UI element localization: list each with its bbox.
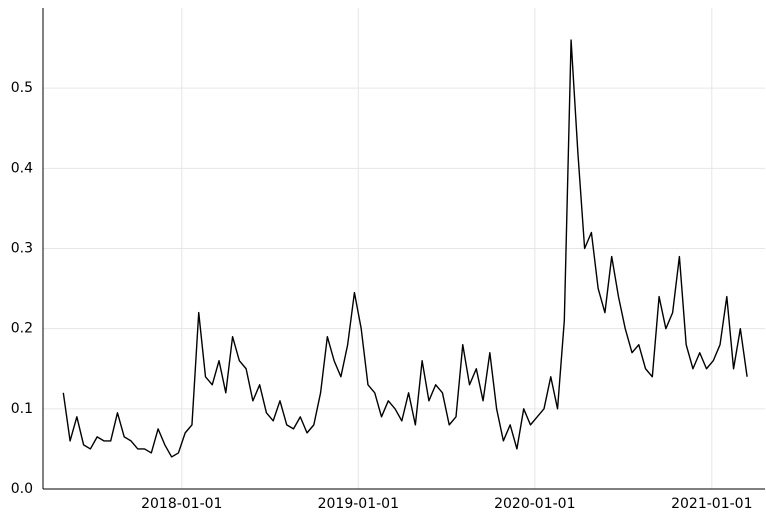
y-tick-label: 0.5: [11, 80, 33, 96]
x-tick-label: 2018-01-01: [141, 496, 222, 510]
y-tick-label: 0.0: [11, 481, 33, 497]
x-tick-label: 2021-01-01: [671, 496, 752, 510]
x-tick-label: 2020-01-01: [494, 496, 575, 510]
y-tick-label: 0.1: [11, 401, 33, 417]
x-tick-label: 2019-01-01: [318, 496, 399, 510]
y-tick-label: 0.4: [11, 160, 33, 176]
y-tick-label: 0.2: [11, 321, 33, 337]
line: [62, 39, 748, 458]
y-tick-label: 0.3: [11, 241, 33, 257]
